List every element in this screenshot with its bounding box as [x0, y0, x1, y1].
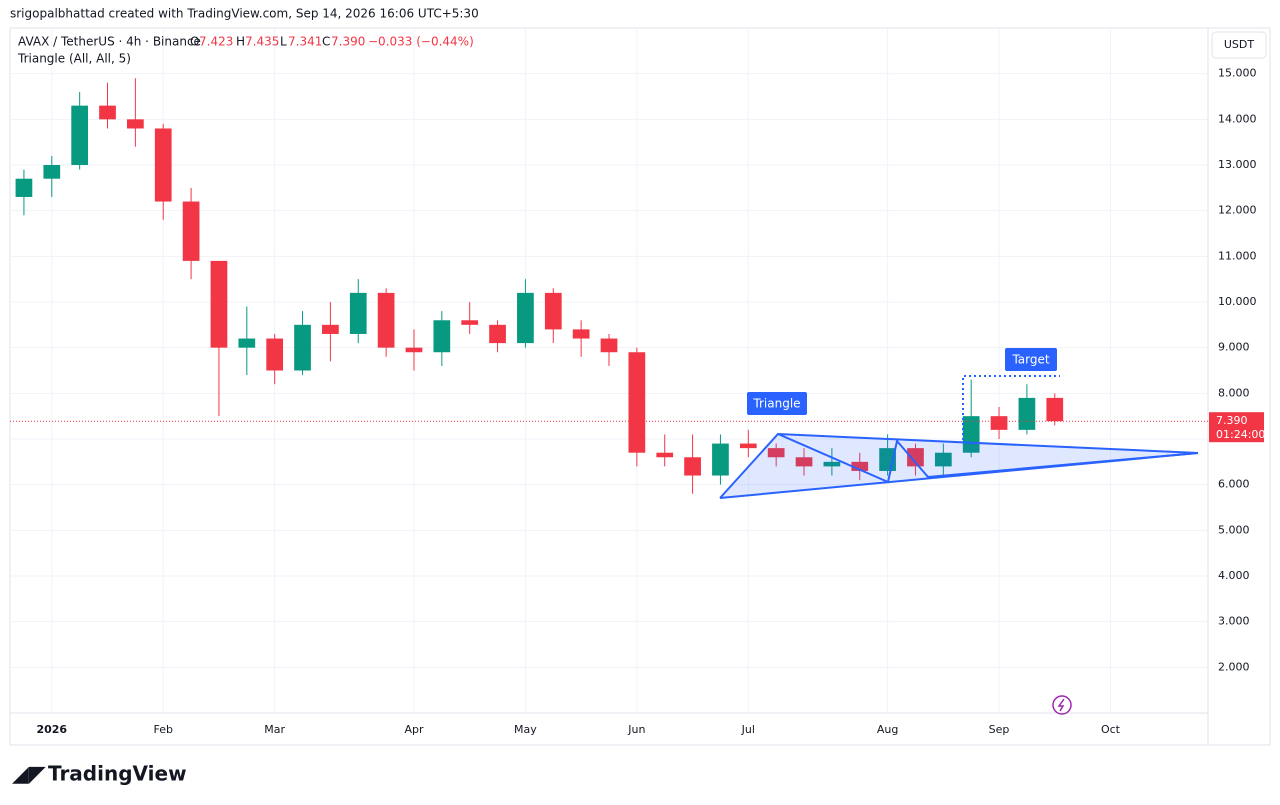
ohlc-o-val: 7.423 — [199, 35, 233, 49]
candle-body — [823, 461, 841, 467]
candle-body — [154, 128, 172, 202]
candle-body — [544, 292, 562, 330]
candle-body — [15, 178, 33, 197]
candle-body — [322, 324, 339, 334]
candle-body — [43, 165, 61, 179]
ohlc-c: C — [322, 35, 330, 49]
candle-body — [377, 292, 395, 348]
target-label: Target — [1011, 353, 1049, 367]
y-tick-label: 11.000 — [1218, 249, 1257, 262]
candle-body — [461, 320, 479, 325]
brand-mark: ◢◤ — [12, 762, 46, 787]
last-price-label: 7.390 — [1216, 414, 1248, 427]
x-tick-label: Sep — [989, 723, 1010, 736]
x-tick-label: Oct — [1101, 723, 1121, 736]
y-tick-label: 15.000 — [1218, 67, 1257, 80]
y-tick-label: 5.000 — [1218, 523, 1250, 536]
event-bolt — [1057, 698, 1065, 712]
credit: srigopalbhattad created with TradingView… — [10, 7, 479, 21]
event-icon[interactable] — [1052, 695, 1072, 715]
target-line — [962, 375, 1060, 440]
y-tick-label: 4.000 — [1218, 569, 1250, 582]
candle-body — [405, 347, 423, 353]
candle-body — [767, 448, 785, 458]
triangle-pattern: Triangle Target — [719, 348, 1199, 499]
candles — [15, 78, 1064, 494]
candle-body — [517, 292, 534, 344]
y-tick-label: 13.000 — [1218, 158, 1257, 171]
y-tick-label: 2.000 — [1218, 660, 1250, 673]
candle-body — [433, 320, 451, 353]
candle-body — [600, 338, 618, 353]
candle-body — [349, 292, 367, 334]
triangle-fill — [720, 434, 1198, 498]
candle-body — [294, 324, 311, 371]
candle-body — [851, 461, 869, 471]
grid — [10, 28, 1208, 713]
candle-body — [628, 352, 646, 453]
candle-body — [712, 443, 729, 476]
ohlc-l-val: 7.341 — [288, 35, 322, 49]
y-tick-label: 6.000 — [1218, 478, 1250, 491]
symbol: AVAX / TetherUS · 4h · Binance — [18, 35, 201, 49]
candle-body — [71, 105, 89, 165]
y-tick-label: 14.000 — [1218, 112, 1257, 125]
last-price-box — [1209, 412, 1264, 443]
candle-body — [907, 448, 924, 467]
indicator: Triangle (All, All, 5) — [17, 52, 131, 66]
candle-body — [489, 324, 506, 344]
candle-body — [684, 457, 701, 476]
candle-body — [795, 457, 813, 467]
frame — [9, 27, 1271, 746]
triangle-label-box — [747, 392, 807, 415]
candle-body — [572, 329, 590, 339]
candle-body — [182, 201, 200, 261]
y-tick-label: 10.000 — [1218, 295, 1257, 308]
x-tick-label: Apr — [404, 723, 424, 736]
triangle-label: Triangle — [752, 397, 800, 411]
countdown: 01:24:00 — [1216, 428, 1265, 441]
ohlc-o: O — [190, 35, 199, 49]
candle-body — [934, 452, 952, 467]
ohlc-l: L — [280, 35, 287, 49]
ohlc-h: H — [236, 35, 245, 49]
candle-body — [266, 338, 284, 371]
brand: TradingView — [48, 762, 187, 786]
y-tick-label: 3.000 — [1218, 615, 1250, 628]
triangle-upper — [777, 433, 1199, 454]
candle-body — [99, 105, 116, 120]
currency-button[interactable] — [1211, 31, 1267, 59]
target-label-box — [1005, 348, 1057, 371]
ohlc-h-val: 7.435 — [245, 35, 279, 49]
triangle-lower — [719, 452, 1199, 499]
candle-body — [210, 260, 228, 348]
x-tick-label: Feb — [153, 723, 172, 736]
y-tick-label: 9.000 — [1218, 341, 1250, 354]
candle-body — [1018, 397, 1036, 430]
candle-body — [1046, 397, 1064, 422]
x-tick-label: Mar — [264, 723, 285, 736]
candle-body — [238, 338, 256, 348]
currency[interactable]: USDT — [1224, 38, 1255, 51]
ohlc-c-val: 7.390 — [331, 35, 365, 49]
candle-body — [739, 443, 757, 449]
candle-body — [990, 416, 1008, 430]
change: −0.033 (−0.44%) — [368, 35, 474, 49]
candle-body — [127, 119, 144, 129]
x-tick-label: 2026 — [36, 723, 67, 736]
x-tick-label: Jun — [627, 723, 645, 736]
candle-body — [656, 452, 674, 458]
x-tick-label: Aug — [877, 723, 898, 736]
y-tick-label: 8.000 — [1218, 386, 1250, 399]
x-tick-label: Jul — [741, 723, 755, 736]
x-tick-label: May — [514, 723, 537, 736]
triangle-zigzag — [719, 432, 1199, 499]
y-tick-label: 12.000 — [1218, 204, 1257, 217]
